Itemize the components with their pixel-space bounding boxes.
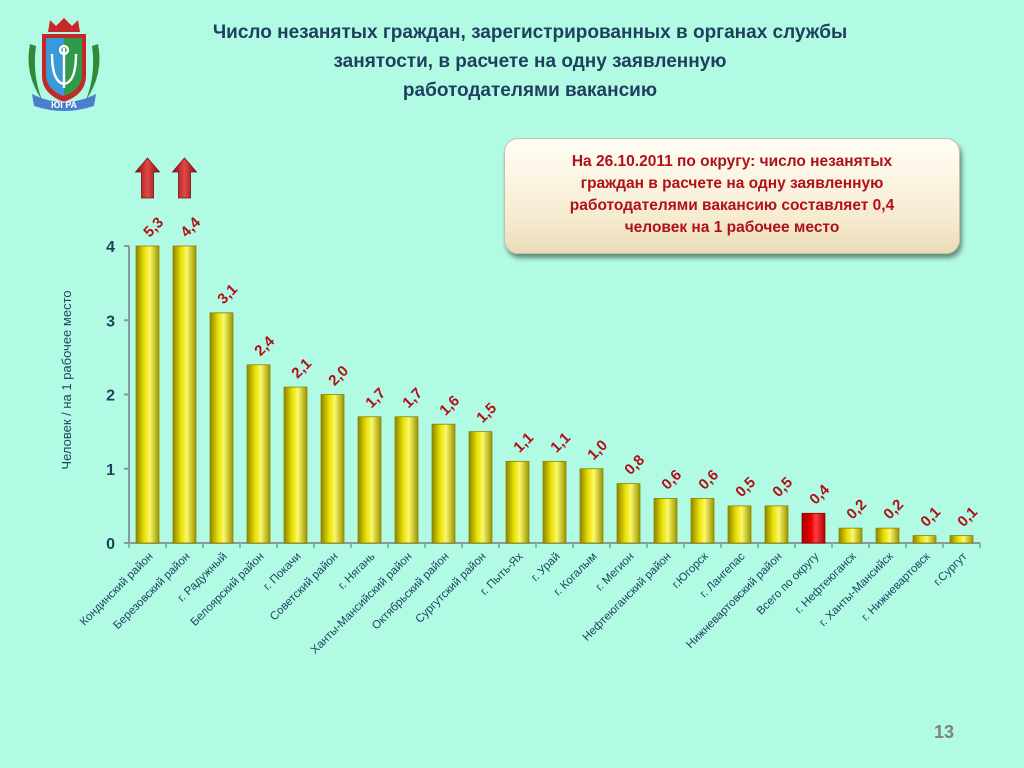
y-tick-label: 1	[106, 462, 115, 479]
slide-title: Число незанятых граждан, зарегистрирован…	[150, 18, 910, 105]
bar	[246, 364, 271, 544]
category-label: Сургутский район	[414, 551, 489, 626]
data-label: 0,6	[695, 467, 722, 494]
bar	[394, 416, 419, 544]
title-line: Число незанятых граждан, зарегистрирован…	[212, 22, 848, 43]
callout-line: работодателями вакансию составляет 0,4	[569, 197, 895, 214]
data-label: 0,1	[954, 504, 981, 531]
bar	[357, 416, 382, 544]
bar	[172, 245, 197, 544]
title-line: работодателями вакансию	[402, 80, 658, 101]
category-label: г.Сургут	[932, 550, 970, 588]
bar	[838, 527, 863, 544]
data-label: 1,1	[510, 429, 537, 456]
data-label: 0,5	[732, 474, 759, 501]
logo-caption: ЮГРА	[51, 100, 78, 110]
data-label: 1,6	[436, 392, 463, 419]
data-label: 0,5	[769, 474, 796, 501]
summary-callout: На 26.10.2011 по округу: число незанятых…	[504, 138, 960, 254]
bar	[653, 498, 678, 544]
bar	[616, 483, 641, 544]
category-label: Советский район	[268, 551, 341, 624]
bar	[135, 245, 160, 544]
data-label: 3,1	[214, 281, 241, 308]
category-label: Всего по округу	[755, 550, 822, 617]
data-label: 0,6	[658, 467, 685, 494]
bar	[542, 460, 567, 544]
bar	[579, 468, 604, 544]
data-label: 4,4	[177, 214, 204, 241]
data-label: 0,4	[806, 481, 833, 508]
bar	[801, 512, 826, 544]
y-tick-label: 3	[106, 313, 115, 330]
bar	[468, 431, 493, 544]
data-label: 1,1	[547, 429, 574, 456]
coat-of-arms-icon: ЮГРА	[28, 18, 100, 111]
bar	[505, 460, 530, 544]
coat-of-arms-logo: ЮГРА	[22, 14, 106, 116]
arrow-up-icon	[171, 157, 198, 199]
title-line: занятости, в расчете на одну заявленную	[333, 51, 727, 72]
y-tick-label: 4	[106, 239, 115, 256]
bar	[912, 535, 937, 544]
data-label: 0,2	[880, 496, 907, 523]
data-label: 0,2	[843, 496, 870, 523]
callout-line: человек на 1 рабочее место	[624, 219, 840, 236]
data-label: 2,4	[251, 332, 278, 359]
bar	[875, 527, 900, 544]
category-label: г. Нижневартовск	[860, 550, 934, 624]
bar	[949, 535, 974, 544]
data-label: 0,8	[621, 452, 648, 479]
bar	[283, 386, 308, 544]
data-label: 2,1	[288, 355, 315, 382]
page-number: 13	[934, 722, 955, 742]
y-tick-label: 0	[106, 536, 115, 553]
data-label: 1,7	[362, 385, 389, 412]
bar	[764, 505, 789, 544]
data-label: 1,0	[584, 437, 611, 464]
bar	[320, 394, 345, 544]
y-tick-label: 2	[106, 388, 115, 405]
category-label: г. Урай	[529, 551, 562, 584]
data-label: 1,7	[399, 385, 426, 412]
y-axis-label: Человек / на 1 рабочее место	[59, 290, 74, 469]
data-label: 1,5	[473, 400, 500, 427]
category-label: Белоярский район	[189, 551, 267, 629]
data-label: 5,3	[140, 214, 167, 241]
arrow-up-icon	[134, 157, 161, 199]
callout-line: граждан в расчете на одну заявленную	[580, 175, 884, 192]
bar	[431, 423, 456, 544]
bar	[727, 505, 752, 544]
chart-bars	[135, 245, 974, 544]
bar	[209, 312, 234, 544]
data-label: 2,0	[325, 363, 352, 390]
overflow-arrows	[134, 157, 198, 199]
callout-line: На 26.10.2011 по округу: число незанятых	[571, 153, 893, 170]
bar	[690, 498, 715, 544]
data-label: 0,1	[917, 504, 944, 531]
